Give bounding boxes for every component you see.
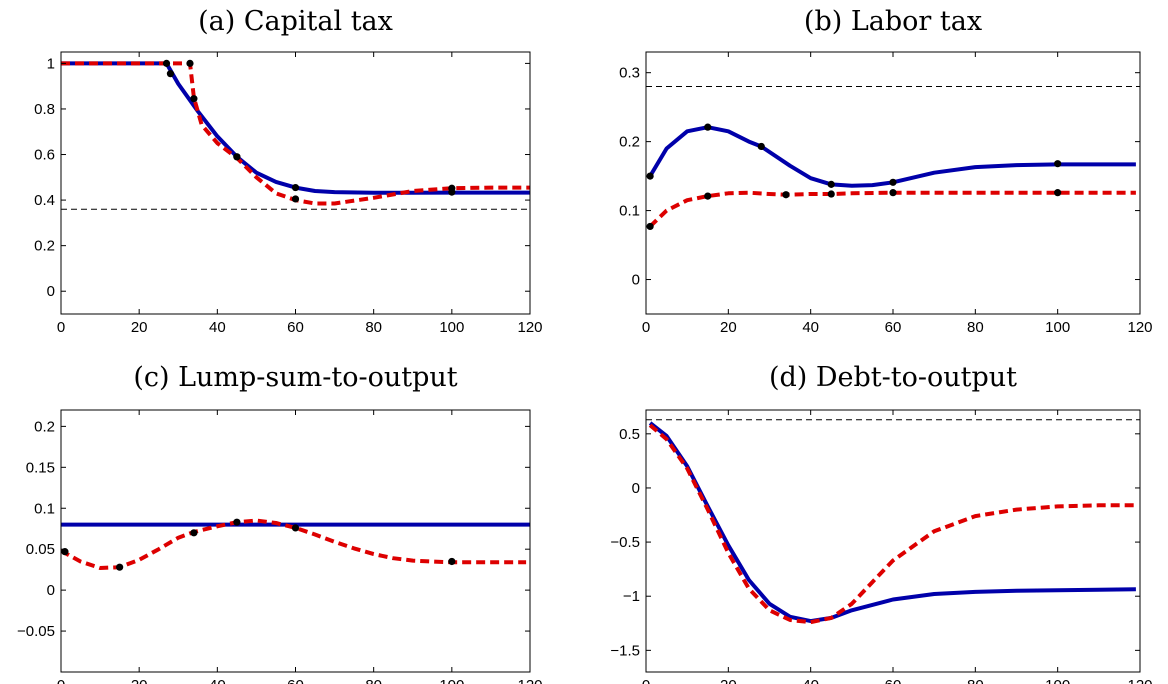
marker-point: [889, 189, 897, 197]
y-tick-label: 0.2: [34, 418, 55, 435]
y-tick-label: 0.8: [34, 101, 55, 118]
panel-title: (c) Lump-sum-to-output: [133, 362, 457, 393]
marker-point: [827, 180, 835, 188]
x-tick-label: 20: [131, 319, 148, 336]
y-tick-label: 0.5: [619, 426, 640, 443]
y-tick-label: 1: [47, 55, 55, 72]
x-tick-label: 0: [57, 319, 65, 336]
x-tick-label: 60: [287, 319, 304, 336]
x-tick-label: 120: [517, 677, 542, 684]
marker-point: [1054, 160, 1062, 168]
marker-point: [448, 184, 456, 192]
y-tick-label: 0: [47, 283, 55, 300]
marker-point: [827, 190, 835, 198]
marker-point: [889, 178, 897, 186]
marker-point: [291, 524, 300, 532]
x-tick-label: 80: [365, 677, 382, 684]
series-line-solid: [61, 61, 530, 195]
marker-point: [704, 123, 712, 131]
panel-3: (c) Lump-sum-to-output 0 20 40 60 80 100 120 −0.…: [17, 362, 542, 684]
marker-point: [233, 518, 241, 526]
series-line-solid: [648, 125, 1136, 188]
marker-point: [782, 191, 790, 199]
y-tick-label: 0.3: [619, 65, 640, 82]
marker-point: [704, 192, 712, 200]
marker-point: [61, 548, 69, 556]
series-line-dashed: [61, 61, 530, 206]
marker-point: [190, 95, 198, 103]
x-tick-label: 60: [885, 319, 902, 336]
y-tick-label: −0.05: [17, 623, 55, 640]
x-tick-label: 20: [131, 677, 148, 684]
x-tick-label: 120: [517, 319, 542, 336]
marker-point: [1054, 189, 1062, 197]
panel-2: (b) Labor tax 0 20 40 60 80 100 120 0 0.1 0.2 0.3: [619, 6, 1152, 336]
plot-area: [61, 518, 530, 571]
x-tick-label: 100: [439, 677, 464, 684]
y-tick-label: −1.5: [610, 642, 640, 659]
y-tick-label: −1: [623, 588, 640, 605]
y-tick-label: 0: [47, 582, 55, 599]
x-tick-label: 100: [439, 319, 464, 336]
x-tick-label: 60: [885, 677, 902, 684]
x-tick-label: 40: [802, 677, 819, 684]
x-tick-label: 40: [209, 677, 226, 684]
y-tick-label: 0.15: [26, 459, 55, 476]
y-tick-label: 0: [632, 480, 640, 497]
marker-point: [757, 142, 765, 151]
x-tick-label: 80: [365, 319, 382, 336]
panel-title: (a) Capital tax: [198, 6, 393, 37]
marker-point: [166, 70, 175, 78]
y-tick-label: 0.2: [34, 238, 55, 255]
y-tick-label: −0.5: [610, 534, 640, 551]
series-line-dashed: [648, 190, 1136, 228]
x-tick-label: 20: [720, 677, 737, 684]
x-tick-label: 100: [1045, 677, 1070, 684]
marker-point: [646, 172, 654, 180]
marker-point: [291, 183, 300, 192]
series-line-dashed: [648, 423, 1136, 625]
x-tick-label: 40: [209, 319, 226, 336]
series-line-solid: [648, 421, 1136, 624]
x-tick-label: 120: [1127, 677, 1152, 684]
x-tick-label: 40: [802, 319, 819, 336]
marker-point: [116, 563, 124, 571]
marker-point: [233, 153, 241, 161]
marker-point: [646, 222, 654, 231]
marker-point: [162, 59, 171, 67]
axes-frame: [60, 409, 531, 673]
y-tick-label: 0.6: [34, 147, 55, 164]
x-tick-label: 80: [967, 319, 984, 336]
series-line-dashed: [61, 518, 527, 570]
x-tick-label: 120: [1127, 319, 1152, 336]
y-tick-label: 0: [632, 272, 640, 289]
axes-frame: [645, 409, 1141, 673]
y-tick-label: 0.05: [26, 541, 55, 558]
panel-1: (a) Capital tax 0 20 40 60 80 100 120 0 0.2 0.4 0.6…: [34, 6, 542, 336]
plot-area: [646, 85, 1140, 231]
y-tick-label: 0.1: [34, 500, 55, 517]
x-tick-label: 100: [1045, 319, 1070, 336]
y-tick-label: 0.1: [619, 203, 640, 220]
panel-title: (d) Debt-to-output: [769, 362, 1017, 393]
x-tick-label: 80: [967, 677, 984, 684]
x-tick-label: 0: [642, 677, 650, 684]
panel-title: (b) Labor tax: [804, 6, 982, 37]
x-tick-label: 0: [642, 319, 650, 336]
marker-point: [448, 557, 456, 566]
x-tick-label: 60: [287, 677, 304, 684]
axes-frame: [60, 51, 531, 315]
y-tick-label: 0.2: [619, 134, 640, 151]
marker-point: [291, 195, 300, 203]
plot-area: [646, 419, 1140, 625]
marker-point: [186, 59, 194, 67]
marker-point: [190, 529, 198, 537]
x-tick-label: 20: [720, 319, 737, 336]
plot-area: [61, 59, 530, 210]
x-tick-label: 0: [57, 677, 65, 684]
y-tick-label: 0.4: [34, 192, 55, 209]
panel-4: (d) Debt-to-output 0 20 40 60 80 100 120 −1.5 −1 −…: [610, 362, 1152, 684]
